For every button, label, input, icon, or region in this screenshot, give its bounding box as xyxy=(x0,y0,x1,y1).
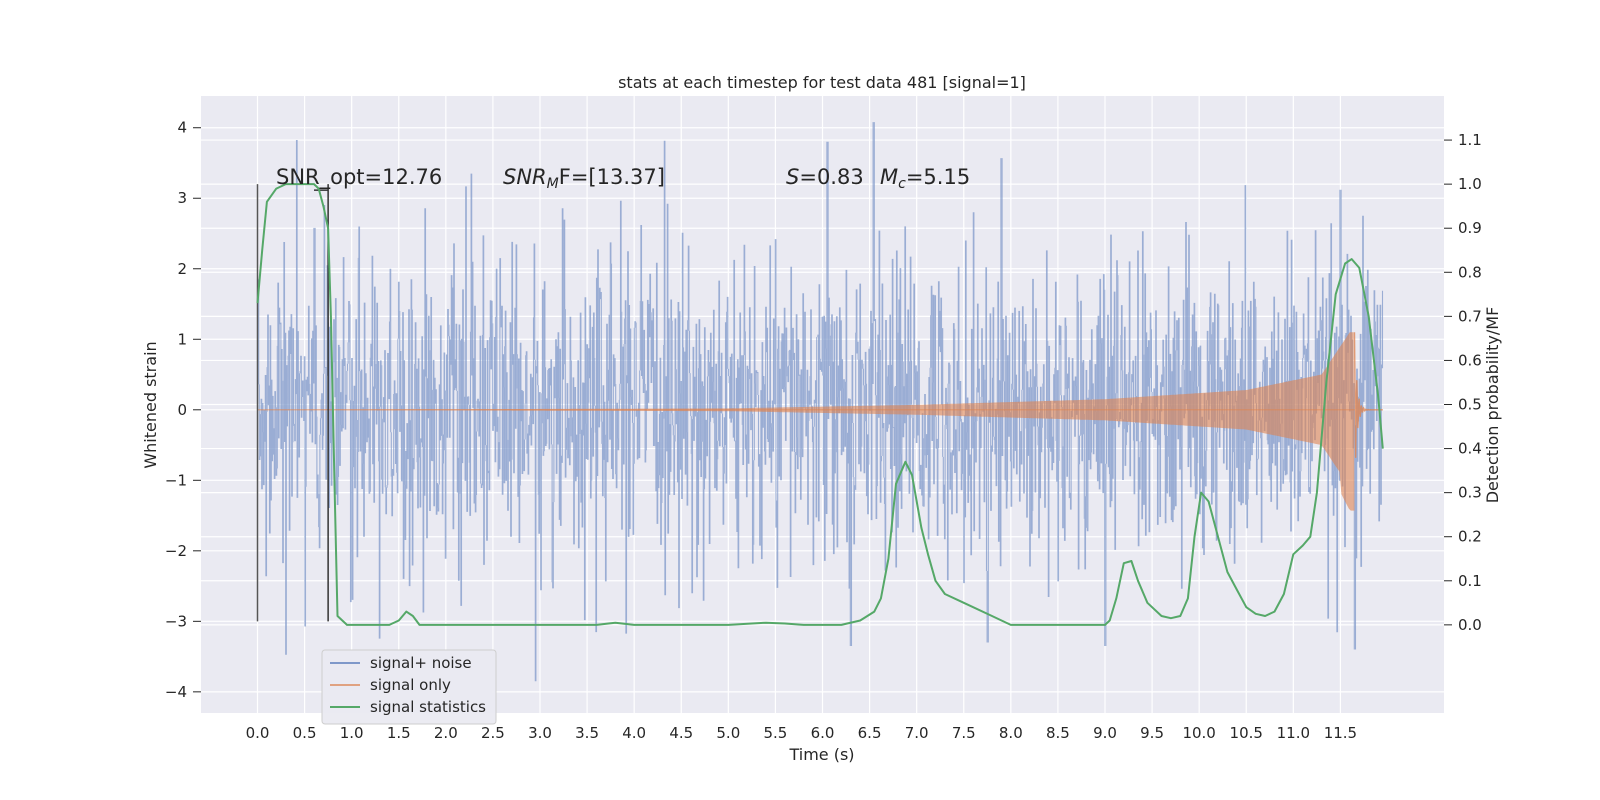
x-tick-label: 6.5 xyxy=(858,724,882,742)
annotation-snr-opt: SNR_opt=12.76 xyxy=(276,165,442,190)
x-tick-label: 1.0 xyxy=(340,724,364,742)
x-tick-label: 8.5 xyxy=(1046,724,1070,742)
y-tick-label: −1 xyxy=(165,471,187,489)
x-tick-label: 9.5 xyxy=(1140,724,1164,742)
x-tick-label: 4.0 xyxy=(622,724,646,742)
y2-tick-label: 1.0 xyxy=(1458,175,1482,193)
annotation-s-rest: =0.83 xyxy=(799,165,863,189)
y-tick-label: −3 xyxy=(165,612,187,630)
y2-tick-label: 0.2 xyxy=(1458,528,1482,546)
y-tick-label: 3 xyxy=(177,189,187,207)
y2-tick-label: 1.1 xyxy=(1458,131,1482,149)
legend-label-noise: signal+ noise xyxy=(370,654,472,672)
tick-labels: 0.0 0.5 1.0 1.5 2.0 2.5 3.0 3.5 4.0 4.5 5.0 5.5 6.0 6… xyxy=(165,119,1482,742)
x-tick-label: 0.5 xyxy=(293,724,317,742)
annotation-snr-mf-sub: M xyxy=(547,176,559,192)
y2-tick-label: 0.6 xyxy=(1458,351,1482,369)
x-tick-label: 7.0 xyxy=(905,724,929,742)
annotation-mc-main: M xyxy=(880,165,898,189)
signal-ringdown xyxy=(1353,332,1383,458)
annotation-mc: Mc=5.15 xyxy=(880,165,970,192)
x-tick-label: 2.0 xyxy=(434,724,458,742)
legend-box xyxy=(321,649,497,725)
y-axis-label: Whitened strain xyxy=(141,341,160,468)
y2-tick-label: 0.5 xyxy=(1458,396,1482,414)
y2-tick-label: 0.7 xyxy=(1458,307,1482,325)
y-tick-label: −2 xyxy=(165,542,187,560)
x-tick-label: 10.0 xyxy=(1182,724,1215,742)
x-tick-label: 5.5 xyxy=(763,724,787,742)
annotation-mc-sub: c xyxy=(898,176,906,192)
x-tick-label: 5.0 xyxy=(716,724,740,742)
annotation-snr-mf-main: SNR xyxy=(503,165,547,189)
y2-tick-label: 0.3 xyxy=(1458,484,1482,502)
y-tick-label: 2 xyxy=(177,260,187,278)
y2-tick-label: 0.0 xyxy=(1458,616,1482,634)
y-tick-label: 4 xyxy=(177,119,187,137)
y-tick-label: 0 xyxy=(177,401,187,419)
x-tick-label: 2.5 xyxy=(481,724,505,742)
y-tick-label: 1 xyxy=(177,330,187,348)
x-tick-label: 6.0 xyxy=(811,724,835,742)
signal-statistics-line xyxy=(256,183,1384,626)
y2-tick-label: 0.4 xyxy=(1458,440,1482,458)
annotation-mc-rest: =5.15 xyxy=(906,165,970,189)
x-tick-label: 3.5 xyxy=(575,724,599,742)
legend-label-stats: signal statistics xyxy=(370,698,486,716)
legend: signal+ noise signal only signal statist… xyxy=(321,649,497,725)
y2-tick-label: 0.1 xyxy=(1458,572,1482,590)
signal-only-series xyxy=(257,332,1383,511)
x-tick-label: 1.5 xyxy=(387,724,411,742)
annotation-s-main: S xyxy=(786,165,799,189)
chart-title: stats at each timestep for test data 481… xyxy=(618,73,1026,92)
x-axis-label: Time (s) xyxy=(788,745,854,764)
y-tick-label: −4 xyxy=(165,683,187,701)
annotation-snr-mf: SNRMF=[13.37] xyxy=(503,165,665,192)
x-tick-label: 11.5 xyxy=(1324,724,1357,742)
y2-tick-label: 0.9 xyxy=(1458,219,1482,237)
x-tick-label: 10.5 xyxy=(1230,724,1263,742)
legend-label-signal: signal only xyxy=(370,676,451,694)
x-tick-label: 3.0 xyxy=(528,724,552,742)
x-tick-label: 7.5 xyxy=(952,724,976,742)
x-tick-label: 4.5 xyxy=(669,724,693,742)
x-tick-label: 0.0 xyxy=(246,724,270,742)
x-tick-label: 8.0 xyxy=(999,724,1023,742)
annotation-snr-mf-rest: F=[13.37] xyxy=(559,165,665,189)
x-tick-label: 9.0 xyxy=(1093,724,1117,742)
signal-envelope xyxy=(257,332,1355,511)
y2-axis-label: Detection probability/MF xyxy=(1483,307,1502,504)
x-tick-label: 11.0 xyxy=(1277,724,1310,742)
annotation-s: S=0.83 xyxy=(786,165,864,189)
signal-statistics-series xyxy=(256,183,1384,626)
y2-tick-label: 0.8 xyxy=(1458,263,1482,281)
